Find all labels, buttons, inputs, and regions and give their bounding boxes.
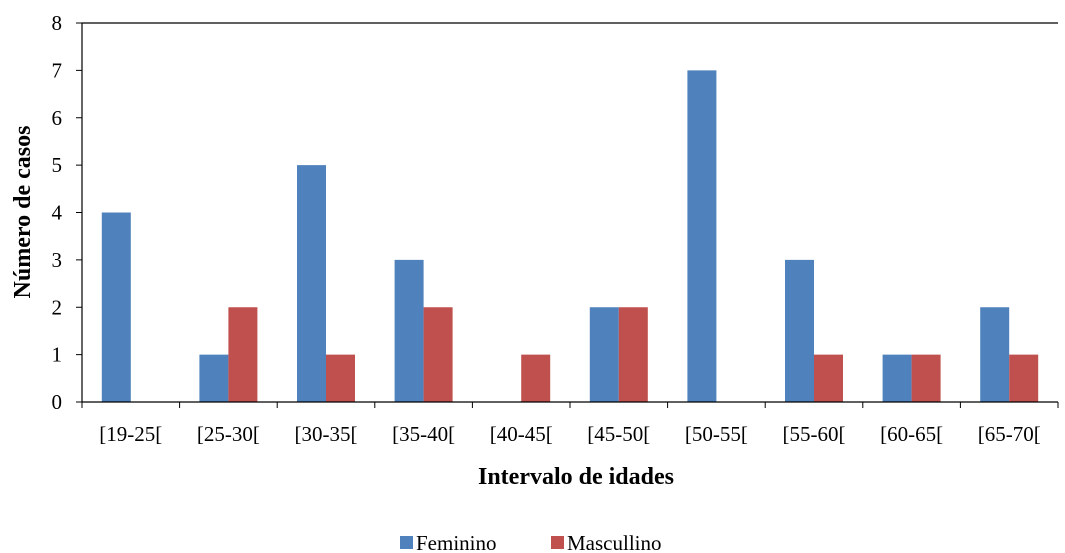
bar-mascullino-8: [911, 354, 941, 402]
x-tick-label: [65-70[: [978, 422, 1041, 446]
legend-swatch-feminino: [400, 536, 413, 549]
bar-feminino-7: [785, 259, 814, 402]
legend-swatch-mascullino: [551, 536, 564, 549]
bar-feminino-3: [394, 259, 424, 402]
bar-mascullino-3: [423, 307, 453, 402]
y-tick-label: 0: [52, 390, 63, 414]
y-tick-label: 8: [52, 11, 63, 35]
x-tick-label: [40-45[: [490, 422, 553, 446]
bar-feminino-8: [882, 354, 912, 402]
bar-feminino-1: [199, 354, 229, 402]
axes: [81, 22, 1058, 403]
bar-feminino-9: [980, 307, 1010, 402]
x-tick-label: [50-55[: [685, 422, 748, 446]
y-tick-label: 2: [52, 295, 63, 319]
y-tick-label: 4: [52, 201, 63, 225]
bar-feminino-6: [687, 70, 717, 402]
bar-feminino-2: [297, 165, 326, 402]
bar-mascullino-4: [521, 354, 551, 402]
x-tick-label: [30-35[: [295, 422, 358, 446]
bar-feminino-5: [589, 307, 619, 402]
y-tick-label: 6: [52, 106, 63, 130]
x-axis-ticks: [19-25[ [25-30[ [30-35[ [35-40[ [40-45[ [45-5…: [81, 402, 1059, 446]
legend: Feminino Mascullino: [400, 531, 662, 553]
y-tick-label: 1: [52, 343, 63, 367]
legend-label-mascullino: Mascullino: [567, 531, 662, 553]
x-tick-label: [25-30[: [197, 422, 260, 446]
bar-mascullino-5: [618, 307, 648, 402]
bars: [101, 70, 1039, 402]
y-axis-title: Número de casos: [10, 126, 36, 299]
bar-mascullino-7: [814, 354, 843, 402]
bar-mascullino-9: [1009, 354, 1039, 402]
x-tick-label: [55-60[: [783, 422, 846, 446]
y-tick-label: 5: [52, 153, 63, 177]
y-tick-label: 7: [52, 58, 63, 82]
y-axis-ticks: 0 1 2 3 4 5 6 7 8: [52, 11, 82, 414]
x-tick-label: [19-25[: [99, 422, 162, 446]
y-tick-label: 3: [52, 248, 63, 272]
bar-feminino-0: [101, 212, 131, 402]
bar-mascullino-1: [228, 307, 258, 402]
x-axis-title: Intervalo de idades: [478, 464, 674, 490]
bar-mascullino-2: [326, 354, 355, 402]
x-tick-label: [60-65[: [880, 422, 943, 446]
x-tick-label: [45-50[: [587, 422, 650, 446]
x-tick-label: [35-40[: [392, 422, 455, 446]
legend-label-feminino: Feminino: [416, 531, 497, 553]
